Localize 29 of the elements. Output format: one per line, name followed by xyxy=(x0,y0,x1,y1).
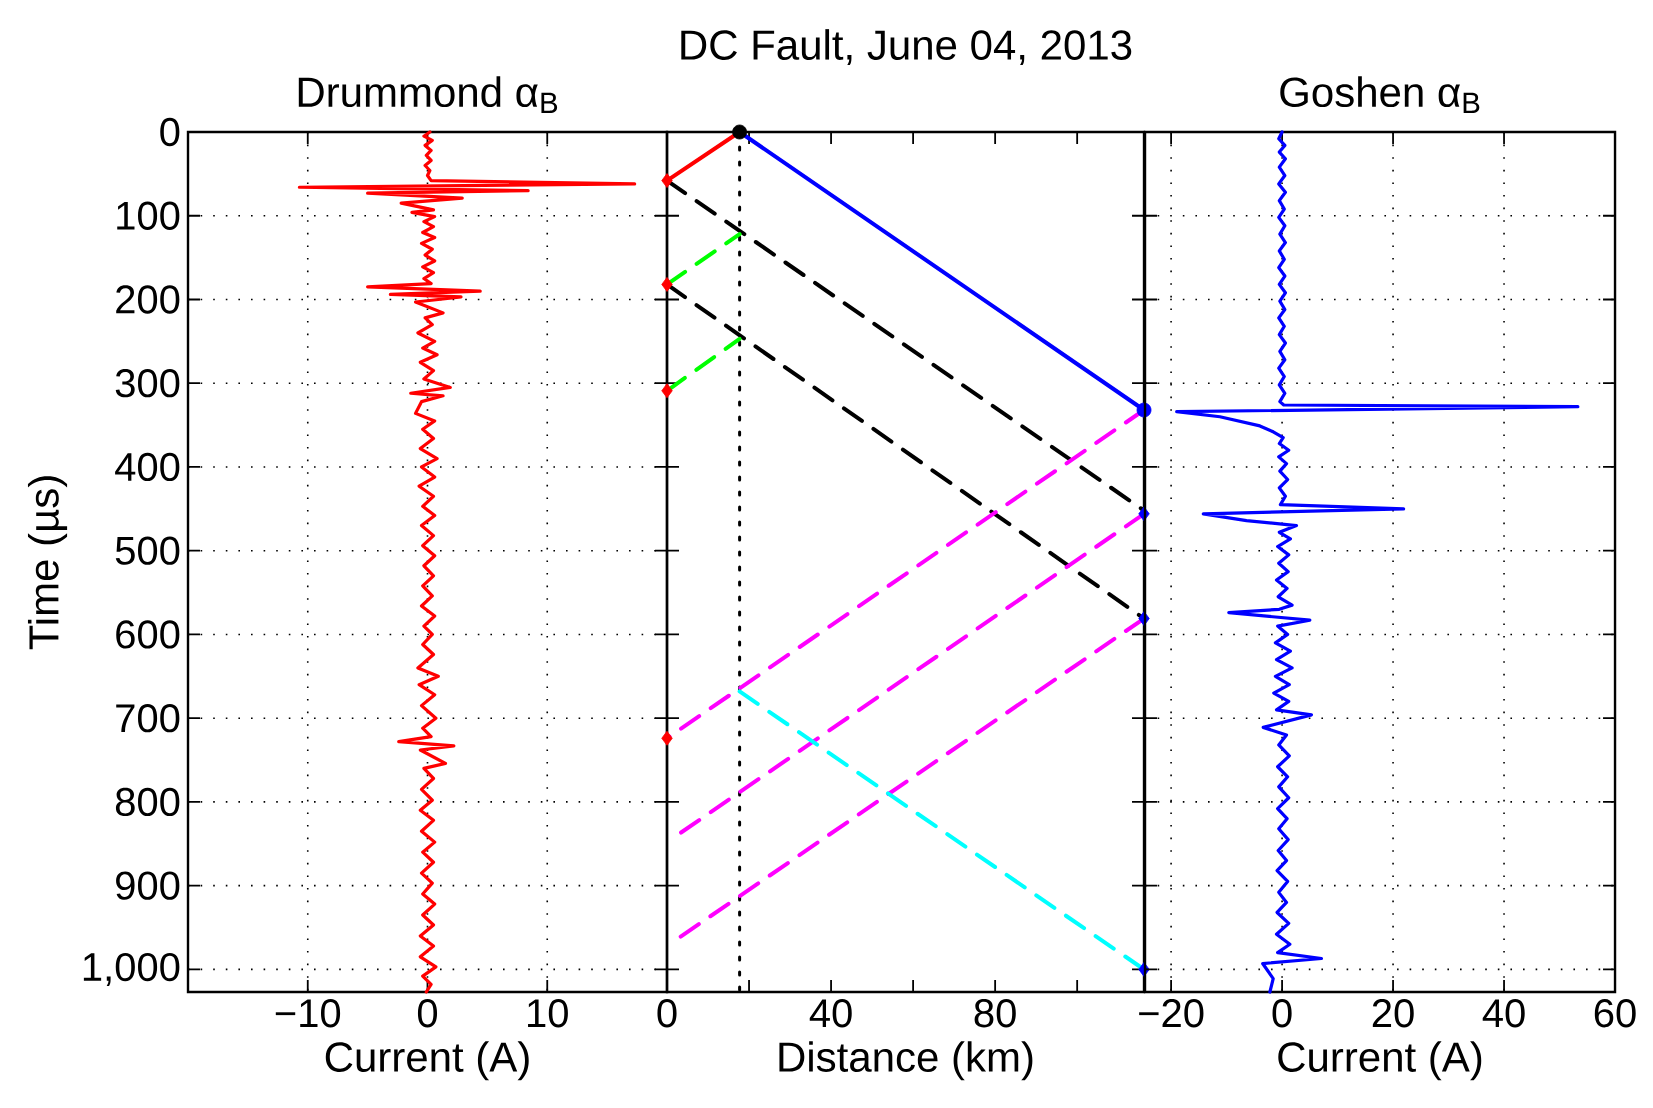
y-tick-label: 300 xyxy=(115,369,180,398)
y-tick-label: 100 xyxy=(117,201,180,230)
y-axis-title: Time (µs) xyxy=(27,476,68,650)
x-axis-title: Distance (km) xyxy=(779,1041,1033,1081)
y-tick-label: 400 xyxy=(115,452,180,482)
x-tick-label: 60 xyxy=(1594,999,1636,1028)
x-tick-label: 10 xyxy=(528,999,568,1028)
x-tick-label: 40 xyxy=(1482,999,1525,1028)
x-tick-label: 40 xyxy=(809,999,852,1028)
y-tick-label: 600 xyxy=(116,620,180,649)
y-tick-label: 900 xyxy=(116,871,180,900)
y-tick-label: 1,000 xyxy=(83,952,180,986)
y-tick-label: 200 xyxy=(116,285,180,314)
x-axis-title: Current (A) xyxy=(1278,1041,1482,1081)
y-tick-label: 500 xyxy=(115,536,180,565)
x-tick-label: 0 xyxy=(1272,999,1292,1028)
x-tick-label: −10 xyxy=(275,999,341,1028)
x-tick-label: 80 xyxy=(974,999,1016,1028)
x-axis-title: Current (A) xyxy=(325,1041,529,1081)
chart-title: Goshen α$_{B}$ xyxy=(1280,76,1480,113)
y-tick-label: 0 xyxy=(160,117,180,147)
chart-title: Drummond α$_{B}$ xyxy=(298,76,558,113)
chart-title: DC Fault, June 04, 2013 xyxy=(681,29,1132,65)
x-tick-label: 0 xyxy=(657,999,677,1028)
y-tick-label: 800 xyxy=(115,787,180,817)
x-tick-label: −20 xyxy=(1139,999,1204,1028)
y-tick-label: 700 xyxy=(116,704,180,733)
x-tick-label: 20 xyxy=(1372,999,1414,1028)
x-tick-label: 0 xyxy=(417,999,438,1028)
